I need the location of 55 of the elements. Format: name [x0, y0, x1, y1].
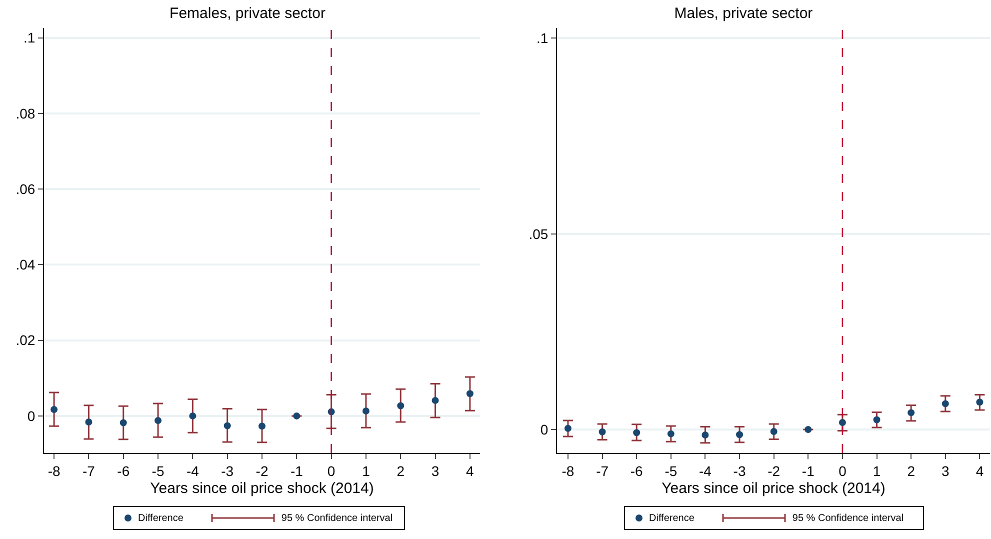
x-tick-label: -7 [596, 462, 609, 479]
y-tick-label: .05 [528, 226, 548, 242]
point [258, 422, 266, 430]
point [224, 422, 231, 430]
chart-title: Males, private sector [674, 5, 813, 22]
point [120, 419, 127, 426]
x-tick-label: -4 [698, 462, 712, 479]
point [154, 416, 162, 424]
x-tick-label: 3 [431, 462, 440, 479]
x-tick-label: -7 [82, 462, 96, 479]
x-tick-label: -3 [221, 462, 234, 479]
point [85, 418, 92, 426]
point [189, 412, 196, 420]
legend-label: Difference [138, 512, 184, 524]
text: 95 % Confidence interval [281, 512, 393, 524]
y-tick-label: .08 [16, 105, 36, 122]
x-axis-title: Years since oil price shock (2014) [150, 480, 374, 497]
y-tick-label: .1 [536, 30, 548, 46]
legend-label: Difference [649, 512, 694, 524]
x-tick-label: 1 [362, 462, 370, 479]
x-tick-label: -3 [733, 462, 746, 479]
y-tick-label: .1 [24, 30, 36, 46]
x-tick-label: -6 [117, 462, 130, 479]
point [362, 408, 370, 415]
y-tick-label: .06 [16, 180, 36, 197]
text: 95 % Confidence interval [792, 512, 904, 524]
y-tick-label: .04 [16, 256, 36, 273]
x-tick-label: 3 [942, 462, 950, 479]
point [397, 402, 404, 410]
x-tick-label: -2 [768, 462, 780, 479]
x-tick-label: -8 [48, 462, 60, 479]
point [466, 390, 474, 398]
x-tick-label: 0 [838, 462, 847, 479]
x-tick-label: 1 [872, 462, 881, 479]
x-tick-label: 0 [327, 462, 336, 479]
y-tick-label: 0 [27, 408, 36, 424]
x-tick-label: -4 [186, 462, 200, 479]
x-tick-label: -1 [802, 462, 815, 479]
x-tick-label: 4 [466, 462, 474, 479]
x-axis-title: Years since oil price shock (2014) [662, 480, 886, 497]
chart-title: Females, private sector [170, 5, 326, 22]
x-tick-label: 4 [976, 462, 984, 479]
point [293, 412, 300, 420]
x-tick-label: -8 [562, 462, 574, 479]
x-tick-label: -6 [630, 462, 644, 479]
x-tick-label: -5 [152, 462, 164, 479]
x-tick-label: -2 [256, 462, 268, 479]
y-tick-label: 0 [540, 421, 548, 438]
x-tick-label: -1 [290, 462, 304, 479]
x-tick-label: 2 [907, 462, 916, 479]
x-tick-label: -5 [664, 462, 678, 479]
point [432, 396, 439, 404]
y-tick-label: .02 [16, 332, 36, 348]
x-tick-label: 2 [396, 462, 405, 479]
point [50, 406, 58, 414]
